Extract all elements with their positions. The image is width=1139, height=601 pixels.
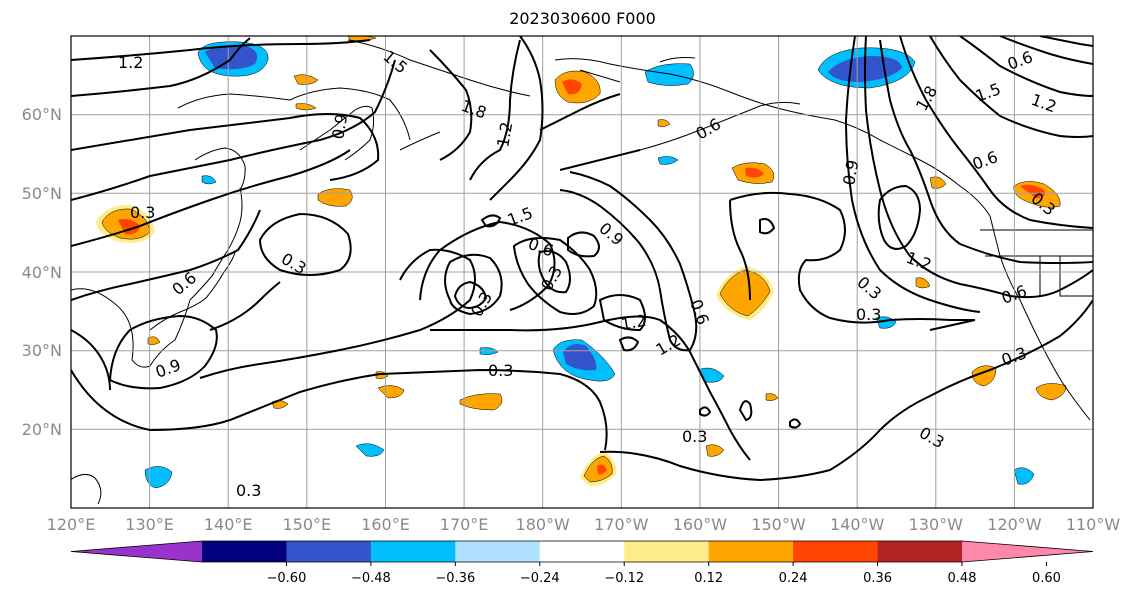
map-plot-area: 1.2 1.5 1.8 0.9 1.2 1.5 1.8 1.2 0.6 0.3 … xyxy=(71,36,1093,508)
colorbar-tick-label: −0.12 xyxy=(604,571,644,586)
colorbar-segments xyxy=(70,540,1094,563)
contour-label: 0.9 xyxy=(328,112,351,140)
colorbar-segment xyxy=(624,541,710,562)
lat-label: 60°N xyxy=(22,105,62,124)
contour-label: 0.3 xyxy=(682,427,707,446)
lon-label: 140°W xyxy=(830,515,885,534)
lon-label: 170°E xyxy=(440,515,489,534)
colorbar-tick-label: −0.24 xyxy=(520,571,560,586)
lat-label: 40°N xyxy=(22,263,62,282)
lon-label: 110°W xyxy=(1066,515,1121,534)
contour-label: 0.3 xyxy=(130,203,155,222)
colorbar-tick-label: 0.48 xyxy=(948,571,977,586)
colorbar-tick-label: 0.12 xyxy=(694,571,723,586)
contour-label: 1.2 xyxy=(493,120,516,148)
contour-label: 0.3 xyxy=(236,481,261,500)
contour-label: 1.2 xyxy=(118,53,143,72)
lon-label: 160°W xyxy=(673,515,728,534)
lat-label: 20°N xyxy=(22,420,62,439)
lon-label: 160°E xyxy=(361,515,410,534)
lon-label: 120°E xyxy=(47,515,96,534)
colorbar-tick-label: −0.36 xyxy=(435,571,475,586)
colorbar-segment xyxy=(877,541,963,562)
lon-label: 180°W xyxy=(516,515,571,534)
colorbar-segment xyxy=(286,541,372,562)
colorbar-outline xyxy=(70,540,1094,563)
lon-label: 130°E xyxy=(125,515,174,534)
lon-label: 170°W xyxy=(594,515,649,534)
latitude-labels: 20°N 30°N 40°N 50°N 60°N xyxy=(22,105,62,439)
colorbar-segment xyxy=(455,541,541,562)
colorbar-segment xyxy=(793,541,879,562)
colorbar-segment xyxy=(708,541,794,562)
colorbar-tick-label: −0.60 xyxy=(267,571,307,586)
contour-label: 1.2 xyxy=(619,311,647,334)
colorbar: −0.60 −0.48 −0.36 −0.24 −0.12 0.12 0.24 0.36 0.4… xyxy=(70,540,1094,586)
colorbar-segment xyxy=(370,541,456,562)
lat-label: 30°N xyxy=(22,341,62,360)
colorbar-tick-label: 0.36 xyxy=(863,571,892,586)
longitude-labels: 120°E 130°E 140°E 150°E 160°E 170°E 180°… xyxy=(47,515,1121,534)
map-border xyxy=(70,35,1094,509)
lon-label: 150°E xyxy=(282,515,331,534)
colorbar-tick-label: 0.24 xyxy=(779,571,808,586)
contour-lines xyxy=(71,36,1093,482)
contour-label: 0.3 xyxy=(856,305,881,324)
contour-label: 0.3 xyxy=(488,361,513,380)
map-title: 2023030600 F000 xyxy=(509,9,656,28)
lon-label: 130°W xyxy=(909,515,964,534)
colorbar-tick-label: −0.48 xyxy=(351,571,391,586)
colorbar-segment xyxy=(539,541,625,562)
colorbar-extension-low xyxy=(71,541,202,562)
lat-label: 50°N xyxy=(22,184,62,203)
contour-label: 0.9 xyxy=(839,158,862,186)
lon-label: 150°W xyxy=(751,515,806,534)
coastlines xyxy=(71,39,1093,505)
colorbar-tick-label: 0.60 xyxy=(1032,571,1061,586)
colorbar-segment xyxy=(202,541,287,562)
lon-label: 120°W xyxy=(987,515,1042,534)
colorbar-extension-high xyxy=(962,541,1093,562)
lon-label: 140°E xyxy=(204,515,253,534)
colorbar-ticks: −0.60 −0.48 −0.36 −0.24 −0.12 0.12 0.24 0.36 0.4… xyxy=(267,562,1061,586)
